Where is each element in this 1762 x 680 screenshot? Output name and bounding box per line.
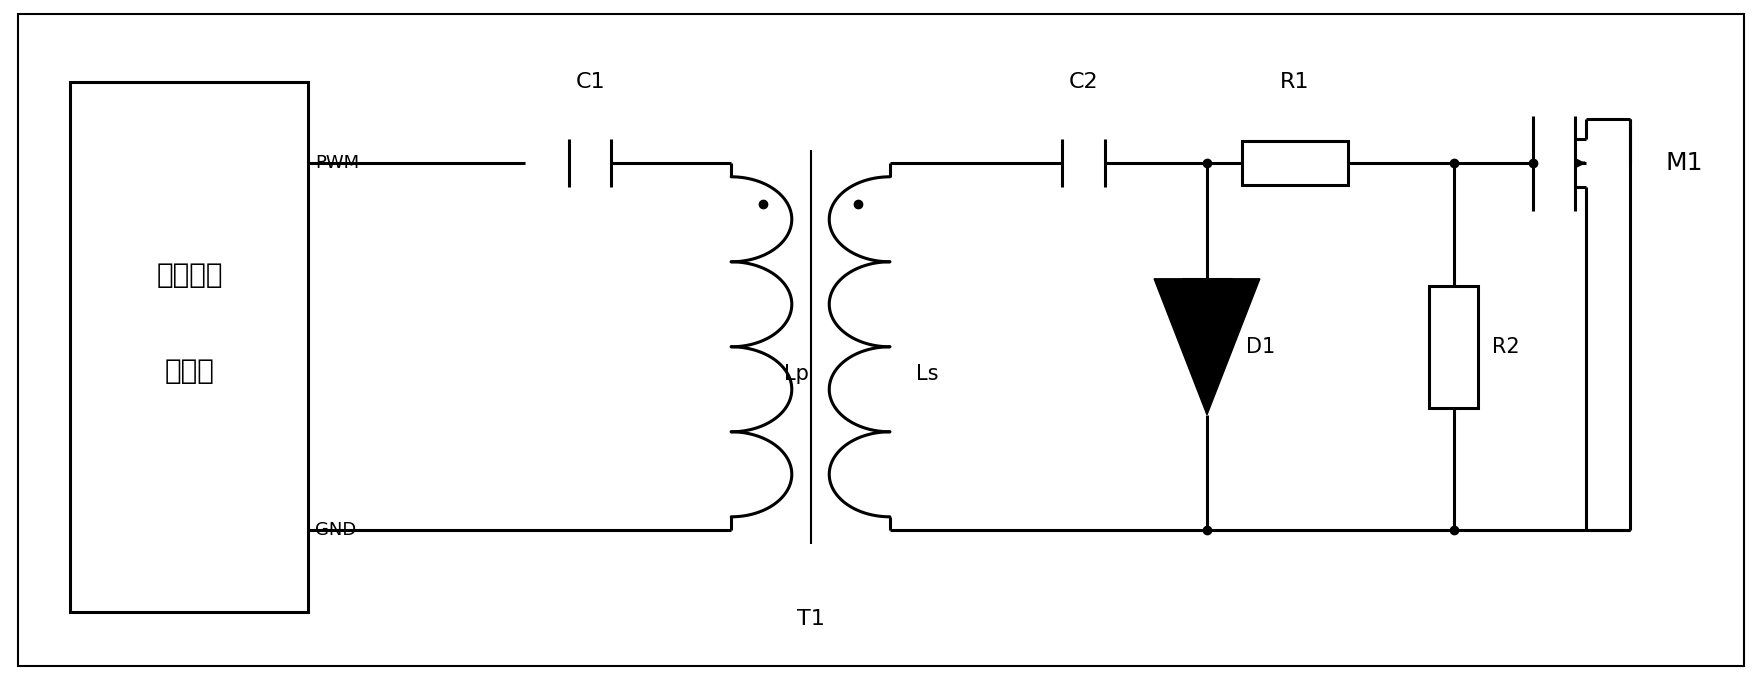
Text: C2: C2 [1070,71,1098,92]
Text: GND: GND [315,522,356,539]
Bar [1429,286,1478,408]
Text: 动芯片: 动芯片 [164,356,215,385]
Text: D1: D1 [1246,337,1276,357]
Text: M1: M1 [1665,151,1702,175]
Text: Ls: Ls [916,364,939,384]
Text: PWM: PWM [315,154,359,172]
Polygon shape [1154,279,1260,415]
Bar [70,82,308,612]
Text: T1: T1 [796,609,825,629]
Text: Lp: Lp [784,364,809,384]
Text: R1: R1 [1281,71,1309,92]
Text: C1: C1 [576,71,604,92]
Text: R2: R2 [1492,337,1521,357]
Bar [1242,141,1348,185]
Text: 控制或驱: 控制或驱 [157,261,222,290]
